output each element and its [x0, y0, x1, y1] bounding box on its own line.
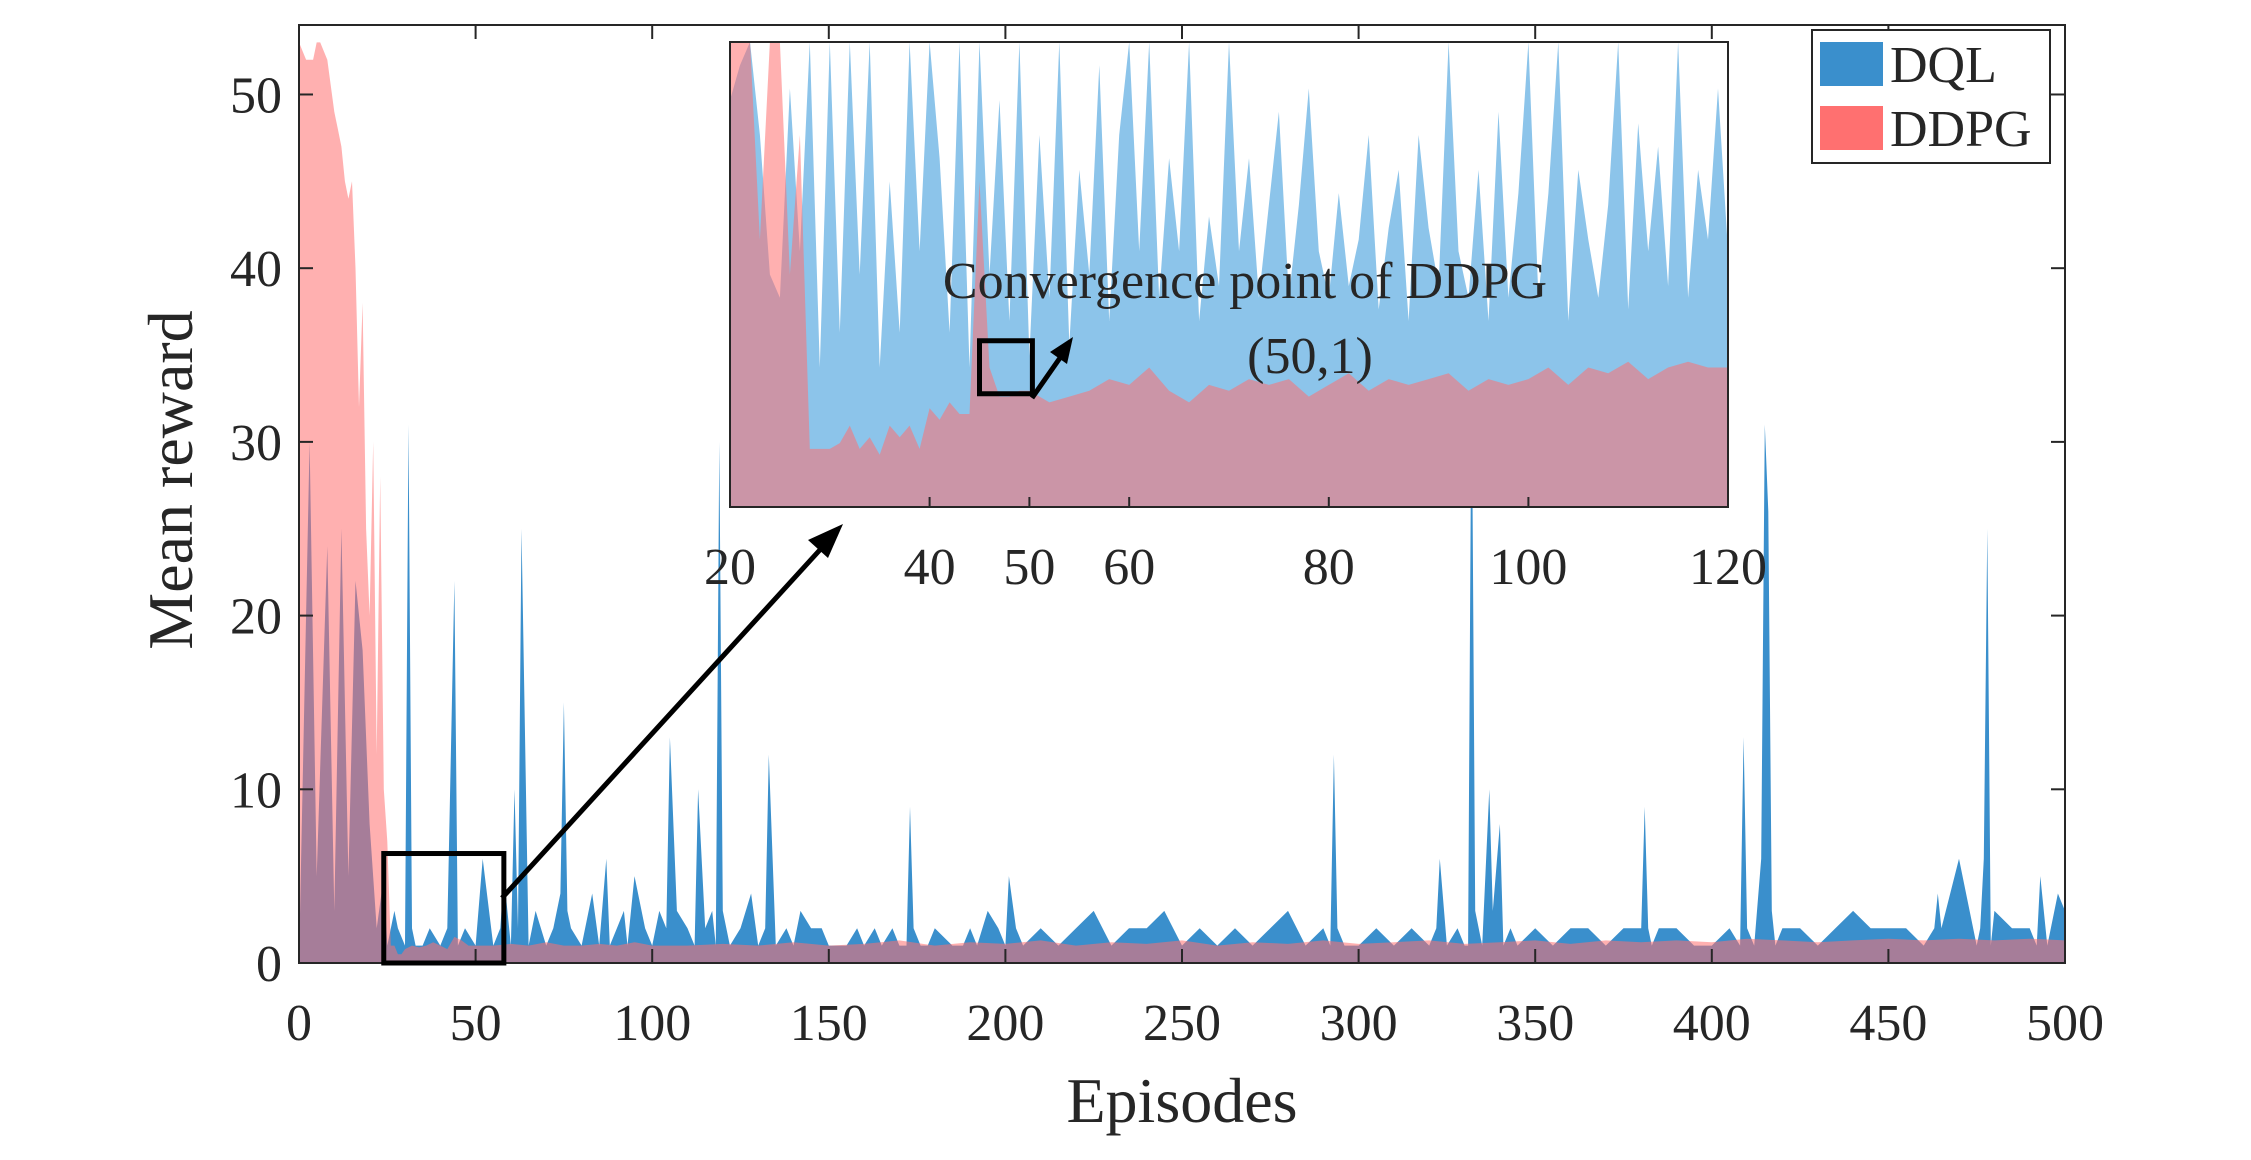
- zoom-source-group: [381, 851, 507, 966]
- x-tick-label: 150: [790, 995, 868, 1052]
- zoom-source-box: [381, 851, 507, 966]
- inset-x-tick-label: 20: [704, 539, 756, 596]
- x-axis: 0 50 100 150 200 250 300 350 400 450 500: [286, 25, 2104, 1052]
- x-tick-label: 50: [450, 995, 502, 1052]
- inset-x-tick-label: 80: [1303, 539, 1355, 596]
- inset-x-tick-label: 60: [1103, 539, 1155, 596]
- zoom-arrow-head: [808, 524, 843, 558]
- convergence-arrow-head: [1050, 337, 1073, 364]
- legend-label-dql: DQL: [1890, 37, 1997, 94]
- convergence-annotation-title: Convergence point of DDPG: [943, 253, 1547, 310]
- x-tick-label: 400: [1673, 995, 1751, 1052]
- convergence-marker-group: [977, 338, 1035, 397]
- convergence-annotation-point: (50,1): [1247, 328, 1373, 385]
- x-tick-label: 200: [966, 995, 1044, 1052]
- y-tick-label: 50: [230, 67, 282, 124]
- y-tick-label: 0: [256, 936, 282, 993]
- y-tick-label: 40: [230, 241, 282, 298]
- x-tick-label: 100: [613, 995, 691, 1052]
- legend: DQL DDPG: [1811, 29, 2051, 164]
- legend-swatch-ddpg: [1820, 106, 1883, 150]
- inset-x-tick-label: 120: [1689, 539, 1767, 596]
- inset-frame: [729, 41, 1729, 508]
- x-tick-label: 0: [286, 995, 312, 1052]
- convergence-box: [977, 338, 1035, 397]
- convergence-arrow-shaft: [1029, 353, 1065, 400]
- y-tick-label: 10: [230, 762, 282, 819]
- y-tick-label: 20: [230, 589, 282, 646]
- x-axis-title: Episodes: [1066, 1065, 1297, 1136]
- legend-swatch-dql: [1820, 42, 1883, 86]
- inset-x-tick-label: 40: [904, 539, 956, 596]
- x-tick-label: 500: [2026, 995, 2104, 1052]
- inset-x-tick-label: 100: [1489, 539, 1567, 596]
- x-tick-label: 350: [1496, 995, 1574, 1052]
- zoom-arrow-shaft: [500, 539, 830, 900]
- inset-x-tick-label: 50: [1003, 539, 1055, 596]
- x-tick-label: 450: [1849, 995, 1927, 1052]
- y-tick-label: 30: [230, 415, 282, 472]
- legend-label-ddpg: DDPG: [1890, 101, 2032, 158]
- x-tick-label: 250: [1143, 995, 1221, 1052]
- y-axis-title: Mean reward: [135, 310, 206, 649]
- inset-x-axis: 20 40 50 60 80 100 120: [704, 497, 1767, 596]
- y-axis: 0 10 20 30 40 50: [230, 67, 2065, 993]
- x-tick-label: 300: [1320, 995, 1398, 1052]
